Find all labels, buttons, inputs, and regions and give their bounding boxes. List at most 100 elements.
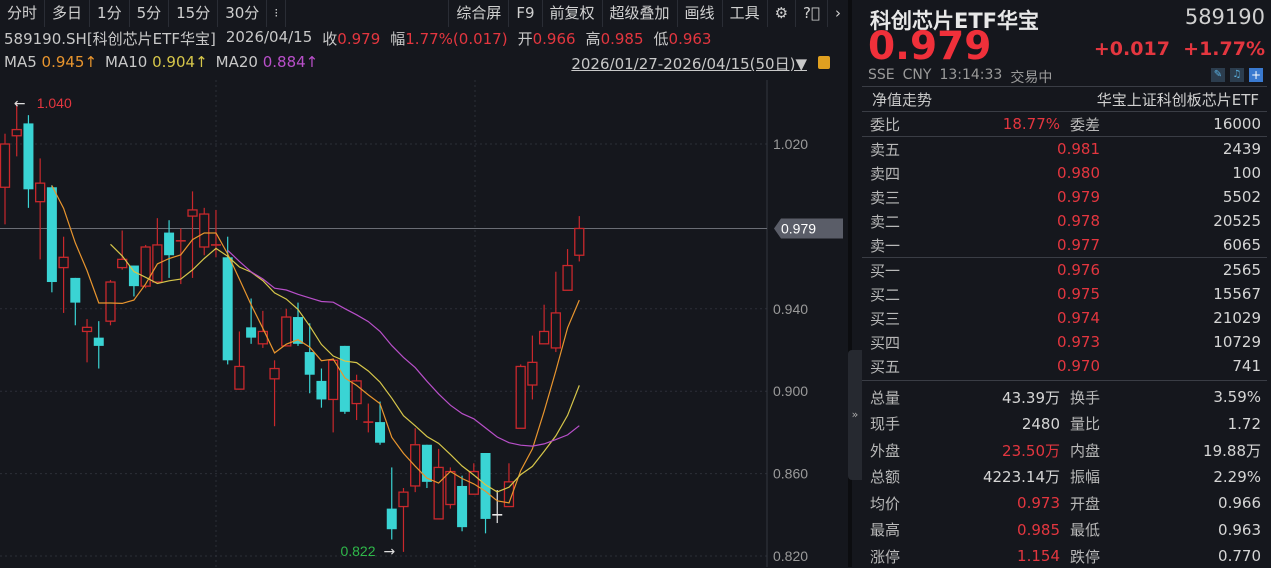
chevron-right-icon[interactable]: ›	[835, 4, 841, 22]
tab-intraday[interactable]: 分时	[0, 0, 46, 27]
stat-value: 1.154	[1017, 547, 1060, 565]
draw-line-button[interactable]: 画线	[678, 0, 723, 27]
ma10-legend: MA10 0.904↑	[105, 53, 208, 71]
bid-level-row[interactable]: 买四 0.973 10729	[870, 330, 1261, 354]
collapse-panel-button[interactable]: »	[848, 350, 862, 480]
stat-label: 涨停	[870, 547, 901, 566]
stat-label: 最低	[1070, 521, 1101, 539]
more-periods-button[interactable]: ⁝	[267, 0, 287, 27]
candle-body	[0, 143, 11, 188]
level-price: 0.981	[1057, 140, 1100, 158]
ask-level-row[interactable]: 卖一 0.977 6065	[870, 233, 1261, 257]
candle-body	[386, 508, 397, 530]
lock-icon[interactable]	[818, 56, 830, 69]
security-name: 科创芯片ETF华宝	[870, 9, 1040, 33]
candle-body	[445, 470, 456, 506]
level-volume: 20525	[1213, 212, 1261, 230]
level-volume: 6065	[1222, 236, 1261, 254]
ask-level-row[interactable]: 卖四 0.980 100	[870, 161, 1261, 185]
date-range-selector[interactable]: 2026/01/27-2026/04/15(50日)▼	[571, 55, 807, 73]
candle-body	[269, 367, 280, 380]
gear-icon[interactable]: ⚙	[768, 0, 797, 27]
candle-body	[46, 187, 57, 283]
stat-value: 4223.14万	[982, 468, 1060, 486]
nav-trend-link[interactable]: 净值走势	[872, 91, 933, 109]
y-tick-label: 1.020	[773, 136, 808, 152]
candle-body	[515, 365, 526, 429]
stat-value: 0.963	[1218, 520, 1261, 539]
panel-divider	[848, 0, 852, 567]
price-change: +0.017 +1.77%	[1093, 38, 1265, 60]
bid-level-row[interactable]: 买二 0.975 15567	[870, 282, 1261, 306]
tab-multi-day[interactable]: 多日	[45, 0, 91, 27]
candle-body	[433, 466, 444, 520]
ma20-legend: MA20 0.884↑	[215, 53, 319, 71]
candle-body	[128, 265, 139, 287]
bid-level-row[interactable]: 买三 0.974 21029	[870, 306, 1261, 330]
help-icon[interactable]: ?⃝	[796, 0, 828, 27]
level-label: 买二	[870, 285, 901, 304]
stat-label: 开盘	[1070, 494, 1101, 513]
separator	[862, 380, 1267, 381]
stat-value: 2480	[1021, 414, 1060, 433]
candle-body	[105, 281, 116, 322]
candle-body	[281, 316, 292, 347]
bid-level-row[interactable]: 买五 0.970 741	[870, 354, 1261, 378]
level-price: 0.970	[1057, 357, 1100, 375]
candle-body	[562, 264, 573, 291]
candle-body	[257, 330, 268, 345]
add-icon[interactable]: +	[1249, 68, 1263, 82]
stat-value: 0.770	[1218, 547, 1261, 565]
low-info: 低0.963	[653, 30, 712, 48]
stat-label: 总量	[870, 388, 901, 407]
candle-body	[11, 128, 22, 137]
tab-5min[interactable]: 5分	[130, 0, 170, 27]
ask-level-row[interactable]: 卖三 0.979 5502	[870, 185, 1261, 209]
candle-body	[117, 258, 128, 269]
candle-body	[503, 481, 515, 508]
forward-adjust-button[interactable]: 前复权	[543, 0, 603, 27]
candle-body	[339, 345, 350, 412]
stat-label: 外盘	[870, 441, 901, 460]
candle-body	[538, 330, 550, 345]
level-volume: 21029	[1213, 309, 1261, 327]
y-tick-label: 0.860	[773, 466, 808, 482]
bid-level-row[interactable]: 买一 0.976 2565	[870, 258, 1261, 282]
current-price-tag	[774, 218, 843, 239]
ma-legend-row: MA5 0.945↑ MA10 0.904↑ MA20 0.884↑ 2026/…	[4, 53, 844, 75]
alert-bell-icon[interactable]: ♫	[1230, 68, 1244, 82]
ask-level-row[interactable]: 卖五 0.981 2439	[870, 137, 1261, 161]
stat-value: 43.39万	[1002, 388, 1060, 407]
last-price: 0.979	[868, 24, 992, 69]
stat-label: 跌停	[1070, 547, 1101, 566]
stat-label: 振幅	[1070, 468, 1101, 486]
ask-level-row[interactable]: 卖二 0.978 20525	[870, 209, 1261, 233]
f9-button[interactable]: F9	[509, 0, 543, 27]
tools-button[interactable]: 工具	[723, 0, 768, 27]
security-code: 589190	[1184, 5, 1265, 29]
level-label: 买三	[870, 309, 901, 328]
stat-value: 3.59%	[1213, 388, 1261, 406]
stat-row: 最高 0.985 最低 0.963	[870, 518, 1261, 542]
edit-icon[interactable]: ✎	[1211, 68, 1225, 82]
tab-15min[interactable]: 15分	[169, 0, 219, 27]
candle-body	[574, 227, 585, 256]
level-volume: 15567	[1213, 285, 1261, 303]
kline-chart[interactable]: 1.020 0.940 0.900 0.860 0.820 0.979 1.040 ← 0.82…	[0, 80, 848, 567]
level-price: 0.980	[1057, 164, 1100, 182]
open-info: 开0.966	[517, 30, 576, 48]
stat-label: 总额	[870, 468, 901, 486]
level-volume: 5502	[1222, 188, 1261, 206]
level-price: 0.975	[1057, 285, 1100, 303]
level-label: 买一	[870, 261, 901, 280]
min-price-label: 0.822	[340, 543, 375, 559]
super-overlay-button[interactable]: 超级叠加	[603, 0, 678, 27]
stat-value: 2.29%	[1213, 467, 1261, 486]
y-tick-label: 0.900	[773, 383, 808, 399]
candle-body	[304, 352, 315, 375]
tab-1min[interactable]: 1分	[90, 0, 130, 27]
tab-30min[interactable]: 30分	[218, 0, 268, 27]
stat-value: 19.88万	[1203, 441, 1261, 460]
candle-body	[527, 361, 538, 386]
composite-screen-button[interactable]: 综合屏	[448, 0, 510, 27]
